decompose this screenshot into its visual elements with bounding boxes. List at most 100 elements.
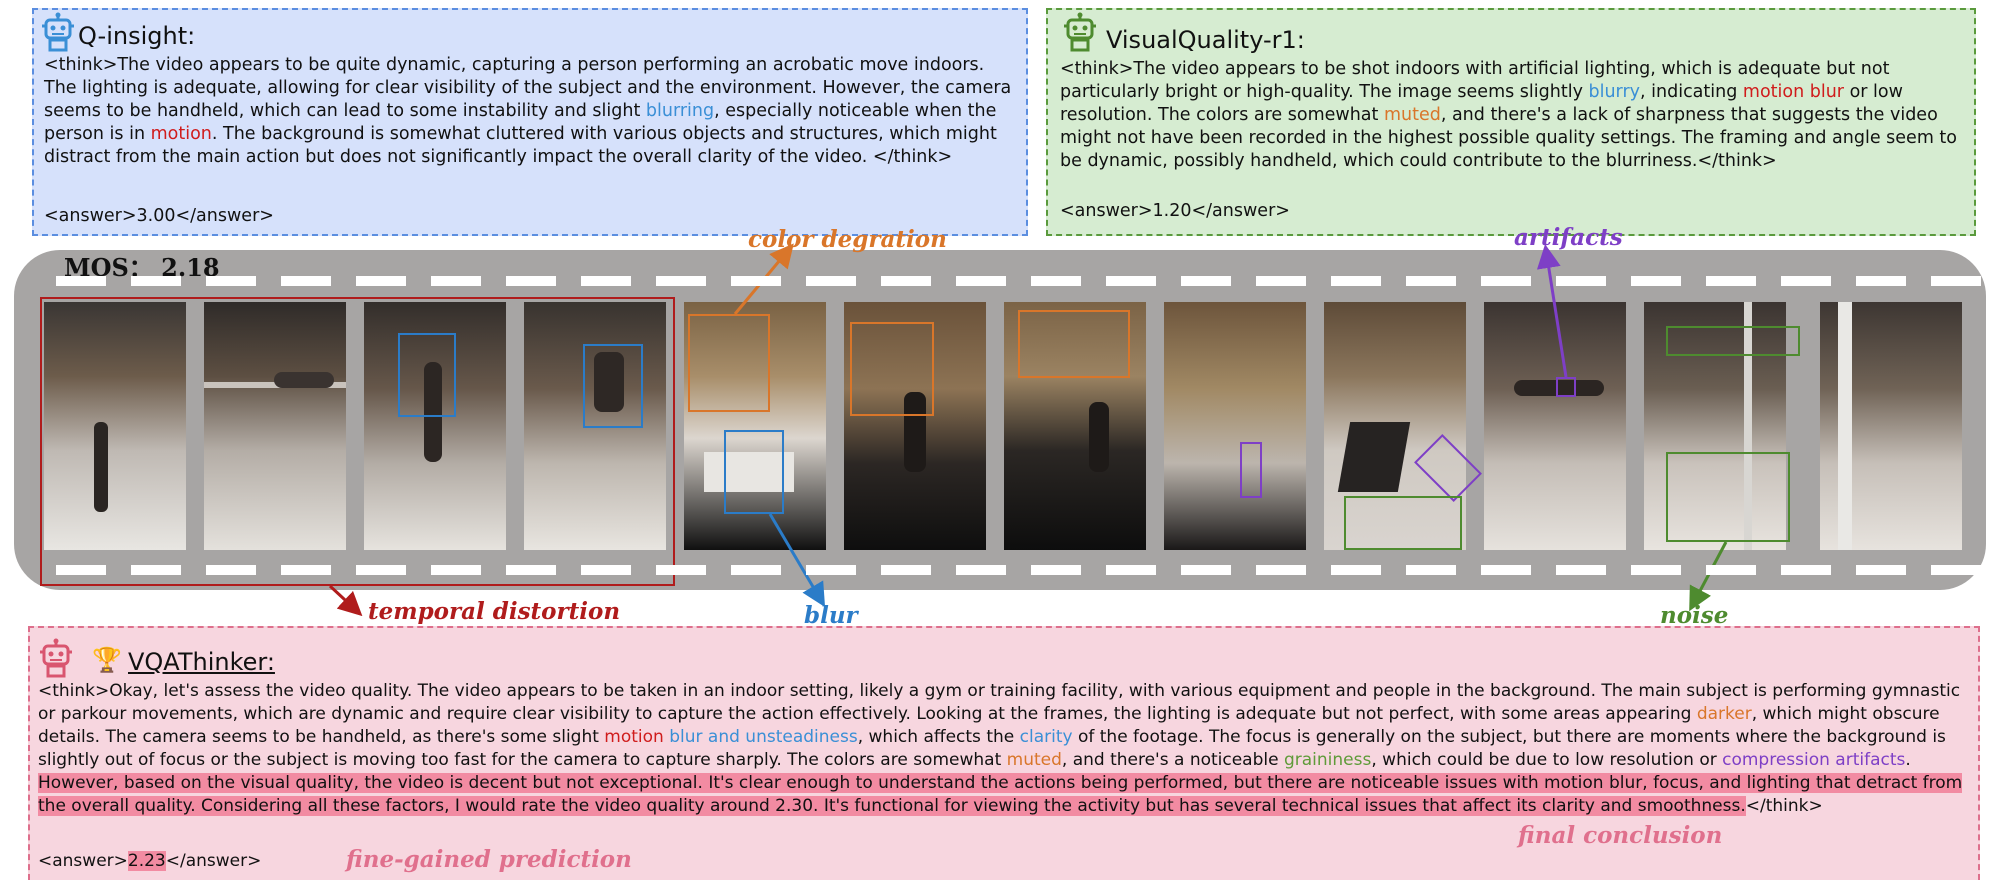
film-sprocket-hole <box>1706 565 1756 575</box>
film-sprocket-hole <box>1706 276 1756 286</box>
film-sprocket-hole <box>431 565 481 575</box>
film-sprocket-hole <box>1106 565 1156 575</box>
text-segment: muted <box>1383 105 1441 125</box>
color-degration-box <box>1018 310 1130 378</box>
noise-box <box>1666 326 1800 356</box>
text-segment: graininess <box>1283 750 1372 770</box>
predicted-score: 2.23 <box>127 851 166 871</box>
film-sprocket-hole <box>581 565 631 575</box>
artifacts-arrow <box>1536 244 1568 378</box>
temporal-distortion-label: temporal distortion <box>368 598 621 625</box>
vqathinker-panel: 🏆 VQAThinker: <think>Okay, let's assess … <box>28 626 1980 880</box>
text-segment: . The background is somewhat cluttered w… <box>44 124 997 167</box>
visualquality-r1-title: VisualQuality-r1: <box>1106 26 1305 54</box>
text-segment: . <box>1905 750 1911 770</box>
text-segment: compression artifacts <box>1722 750 1906 770</box>
robot-icon <box>1064 12 1096 52</box>
text-segment: However, based on the visual quality, th… <box>38 773 1963 816</box>
film-sprocket-hole <box>1631 565 1681 575</box>
text-segment: muted <box>1006 750 1062 770</box>
blur-arrow <box>768 513 826 608</box>
film-sprocket-hole <box>281 565 331 575</box>
film-sprocket-hole <box>206 565 256 575</box>
text-segment: <think>Okay, let's assess the video qual… <box>38 681 1961 724</box>
blur-box <box>398 333 456 417</box>
film-sprocket-hole <box>1931 565 1981 575</box>
text-segment: , and there's a noticeable <box>1061 750 1284 770</box>
visualquality-r1-text: <think>The video appears to be shot indo… <box>1060 58 1968 173</box>
noise-box <box>1344 496 1462 550</box>
text-segment: , indicating <box>1640 82 1743 102</box>
film-sprocket-hole <box>1331 565 1381 575</box>
vqathinker-text: <think>Okay, let's assess the video qual… <box>38 680 1974 818</box>
film-sprocket-hole <box>1181 276 1231 286</box>
film-sprocket-hole <box>281 276 331 286</box>
text-segment: , which affects the <box>857 727 1020 747</box>
text-segment: motion <box>150 124 212 144</box>
vqathinker-title: VQAThinker: <box>128 648 275 676</box>
video-frame-5 <box>684 302 826 550</box>
film-sprocket-hole <box>1031 276 1081 286</box>
film-sprocket-hole <box>1106 276 1156 286</box>
film-sprocket-hole <box>731 565 781 575</box>
artifacts-label: artifacts <box>1514 224 1623 251</box>
temporal-distortion-box <box>40 297 675 586</box>
film-sprocket-hole <box>581 276 631 286</box>
film-sprocket-hole <box>506 276 556 286</box>
temporal-distortion-arrow <box>328 584 363 617</box>
film-sprocket-hole <box>506 565 556 575</box>
film-sprocket-hole <box>431 276 481 286</box>
video-frame-2 <box>204 302 346 550</box>
q-insight-panel: Q-insight: <think>The video appears to b… <box>32 8 1028 236</box>
robot-icon <box>40 638 72 678</box>
color-degration-label: color degration <box>748 226 947 253</box>
blur-box <box>724 430 784 514</box>
video-frame-6 <box>844 302 986 550</box>
text-segment: darker <box>1696 704 1752 724</box>
text-segment: , especially noticeable when the person … <box>44 101 997 144</box>
film-sprocket-hole <box>1031 565 1081 575</box>
q-insight-title: Q-insight: <box>78 22 196 50</box>
film-sprocket-hole <box>656 565 706 575</box>
film-sprocket-hole <box>1256 276 1306 286</box>
video-frame-3 <box>364 302 506 550</box>
final-conclusion-label: final conclusion <box>1518 822 1723 849</box>
film-sprocket-hole <box>881 276 931 286</box>
film-sprocket-hole <box>1781 276 1831 286</box>
color-degration-box <box>850 322 934 416</box>
text-segment: , and there's a lack of sharpness that s… <box>1060 105 1957 171</box>
blur-box <box>583 344 643 428</box>
film-sprocket-hole <box>956 565 1006 575</box>
film-sprocket-hole <box>956 276 1006 286</box>
video-frame-7 <box>1004 302 1146 550</box>
film-sprocket-hole <box>1256 565 1306 575</box>
film-sprocket-hole <box>731 276 781 286</box>
film-sprocket-hole <box>1781 565 1831 575</box>
film-sprocket-hole <box>1406 276 1456 286</box>
film-sprocket-hole <box>1331 276 1381 286</box>
film-sprocket-hole <box>1556 565 1606 575</box>
text-segment: motion <box>604 727 664 747</box>
text-segment: , which might obscure details. The camer… <box>38 704 1940 747</box>
film-sprocket-hole <box>1481 565 1531 575</box>
film-sprocket-hole <box>1556 276 1606 286</box>
film-sprocket-hole <box>656 276 706 286</box>
noise-box <box>1666 452 1790 542</box>
artifacts-box <box>1240 442 1262 498</box>
video-frame-9 <box>1324 302 1466 550</box>
film-sprocket-hole <box>1406 565 1456 575</box>
film-sprocket-hole <box>1931 276 1981 286</box>
q-insight-answer: <answer>3.00</answer> <box>44 206 274 226</box>
text-segment: <think>The video appears to be shot indo… <box>1060 59 1890 102</box>
film-sprocket-hole <box>1181 565 1231 575</box>
film-sprocket-hole <box>1856 276 1906 286</box>
film-sprocket-hole <box>131 565 181 575</box>
film-sprocket-hole <box>1631 276 1681 286</box>
blur-label: blur <box>804 602 858 629</box>
video-frame-8 <box>1164 302 1306 550</box>
text-segment: motion blur <box>1742 82 1845 102</box>
video-frame-12 <box>1820 302 1962 550</box>
text-segment: clarity <box>1019 727 1073 747</box>
text-segment: </think> <box>1745 796 1823 816</box>
text-segment: <think>The video appears to be quite dyn… <box>44 55 1012 121</box>
